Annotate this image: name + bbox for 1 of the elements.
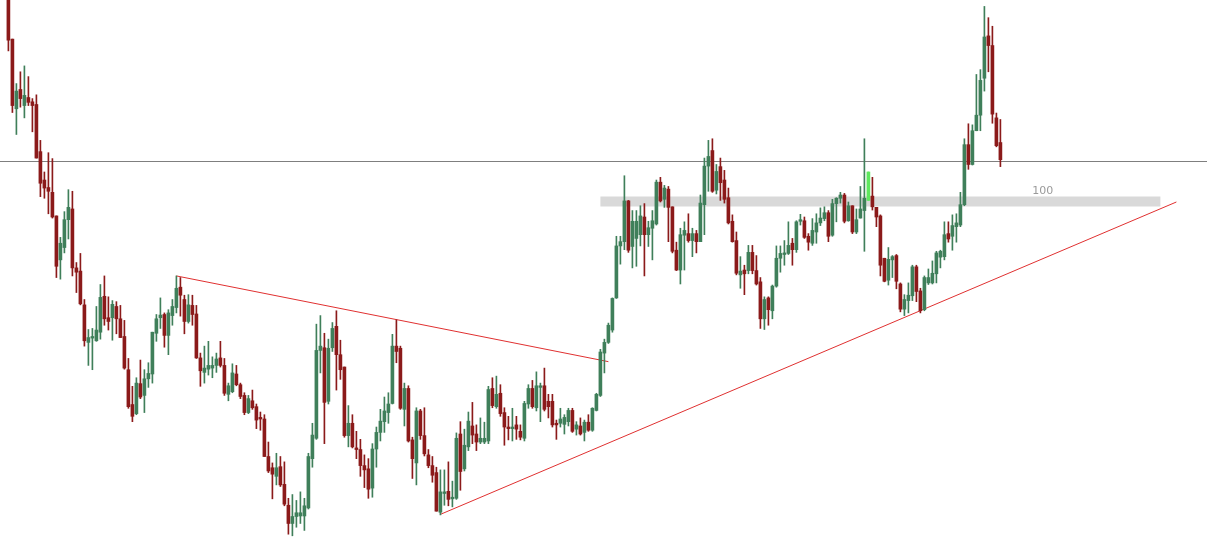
series-label: 100 xyxy=(1032,183,1054,197)
